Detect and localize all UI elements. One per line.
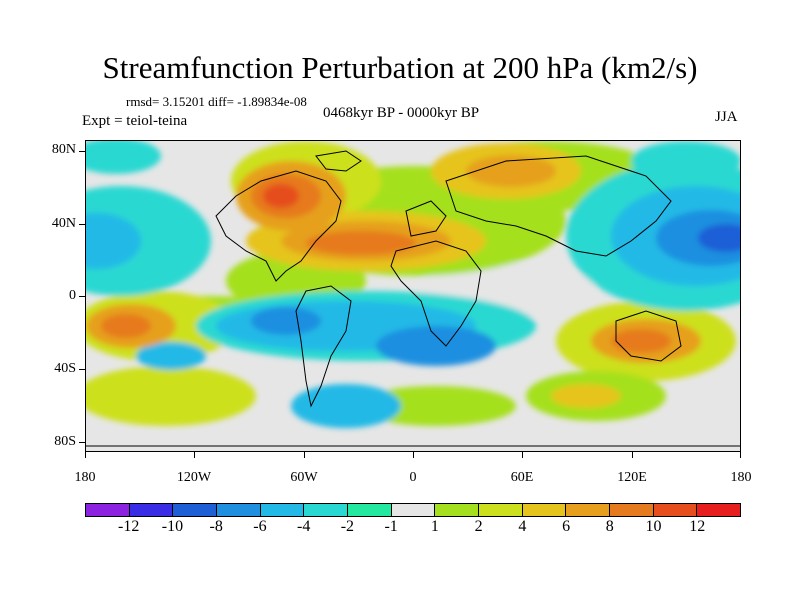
greenland-coast [315, 150, 362, 172]
legend-label: 1 [430, 518, 439, 535]
legend-label: 2 [474, 518, 483, 535]
lon-label: 180 [74, 470, 96, 485]
anomaly-region [551, 384, 621, 408]
legend-label: -12 [118, 518, 140, 535]
lon-label: 60E [510, 470, 534, 485]
anomaly-region [631, 141, 740, 181]
contour-field [86, 141, 740, 451]
lon-tick [632, 452, 633, 458]
legend-color-box [217, 504, 261, 516]
color-legend [85, 503, 741, 517]
anomaly-region [86, 213, 141, 269]
legend-color-box [86, 504, 130, 516]
south-america-coast [295, 285, 352, 408]
lat-tick [79, 224, 85, 225]
anomaly-region [376, 326, 496, 366]
lon-tick [740, 452, 741, 458]
lon-label: 0 [409, 470, 417, 485]
lon-label: 180 [730, 470, 752, 485]
australia-coast [615, 310, 682, 362]
lon-label: 120W [176, 470, 212, 485]
lon-tick [413, 452, 414, 458]
stats-text: rmsd= 3.15201 diff= -1.89834e-08 [126, 94, 307, 109]
legend-color-box [391, 504, 436, 516]
anomaly-region [611, 329, 671, 353]
legend-label: -2 [340, 518, 355, 535]
legend-label: -8 [209, 518, 223, 535]
legend-color-box [697, 504, 741, 516]
legend-label: -1 [384, 518, 398, 535]
legend-color-box [522, 504, 567, 516]
lat-tick [79, 442, 85, 443]
anomaly-region [86, 366, 256, 426]
europe-coast [405, 200, 447, 237]
lat-label: 40N [51, 216, 76, 231]
anomaly-region [136, 342, 206, 370]
north-america-coast [215, 170, 342, 282]
legend-label: -10 [161, 518, 184, 535]
anomaly-region [291, 384, 401, 428]
map-panel [85, 140, 741, 452]
legend-color-box [653, 504, 698, 516]
lat-tick [79, 151, 85, 152]
lon-tick [194, 452, 195, 458]
anomaly-region [86, 186, 211, 296]
lon-label: 60W [290, 470, 318, 485]
legend-color-box [260, 504, 305, 516]
anomaly-region [466, 155, 556, 187]
legend-label: -4 [296, 518, 311, 535]
legend-label: -6 [253, 518, 267, 535]
lat-label: 0 [69, 288, 76, 303]
legend-color-box [479, 504, 523, 516]
lon-tick [304, 452, 305, 458]
anomaly-region [251, 307, 321, 335]
legend-color-box [348, 504, 392, 516]
season-label: JJA [715, 109, 738, 125]
legend-color-box [304, 504, 349, 516]
legend-label: 6 [562, 518, 571, 535]
contour-fills [86, 141, 740, 428]
asia-coast [445, 155, 672, 257]
legend-color-box [435, 504, 480, 516]
anomaly-region [101, 314, 151, 338]
coastlines [86, 150, 740, 447]
lat-label: 80S [54, 434, 76, 449]
lat-tick [79, 369, 85, 370]
legend-color-box [566, 504, 611, 516]
experiment-label: Expt = teiol-teina [82, 113, 188, 129]
lat-tick [79, 296, 85, 297]
lat-label: 40S [54, 361, 76, 376]
anomaly-region [356, 386, 516, 426]
legend-label: 8 [605, 518, 614, 535]
legend-label: 12 [689, 518, 706, 535]
anomaly-region [86, 141, 161, 174]
lat-label: 80N [51, 142, 76, 157]
legend-label: 10 [645, 518, 662, 535]
lon-tick [522, 452, 523, 458]
lon-tick [85, 452, 86, 458]
legend-color-box [129, 504, 174, 516]
anomaly-region [698, 224, 740, 252]
legend-color-box [173, 504, 218, 516]
legend-label: 4 [518, 518, 527, 535]
africa-coast [390, 240, 482, 347]
anomaly-region [263, 184, 299, 208]
lon-label: 120E [617, 470, 647, 485]
legend-color-box [610, 504, 654, 516]
plot-title: Streamfunction Perturbation at 200 hPa (… [102, 50, 698, 85]
period-label: 0468kyr BP - 0000kyr BP [323, 105, 480, 121]
anomaly-region [306, 231, 416, 255]
